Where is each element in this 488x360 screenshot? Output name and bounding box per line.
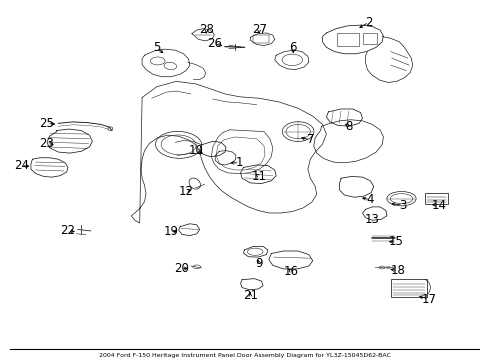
Text: 25: 25 (40, 117, 54, 130)
Text: 22: 22 (61, 224, 75, 238)
Text: 7: 7 (306, 133, 313, 146)
Text: 23: 23 (40, 137, 54, 150)
Bar (336, 33, 358, 45)
Text: 2004 Ford F-150 Heritage Instrument Panel Door Assembly Diagram for YL3Z-15045D6: 2004 Ford F-150 Heritage Instrument Pane… (99, 352, 389, 357)
Text: 17: 17 (421, 293, 435, 306)
Text: 4: 4 (366, 193, 373, 206)
Text: 1: 1 (235, 156, 243, 169)
Text: 6: 6 (289, 41, 296, 54)
Bar (390, 279, 427, 297)
Bar (253, 35, 268, 43)
Text: 21: 21 (243, 289, 257, 302)
Text: 5: 5 (153, 41, 160, 54)
Text: 14: 14 (431, 199, 446, 212)
Text: 27: 27 (251, 23, 266, 36)
Text: 11: 11 (251, 170, 266, 183)
Text: 15: 15 (387, 235, 402, 248)
Text: 12: 12 (178, 185, 193, 198)
Bar (424, 193, 447, 204)
Text: 28: 28 (199, 23, 213, 36)
Text: 24: 24 (14, 159, 29, 172)
Text: 16: 16 (283, 265, 298, 278)
Text: 26: 26 (206, 37, 222, 50)
Text: 20: 20 (173, 262, 188, 275)
Text: 18: 18 (390, 264, 405, 277)
Bar (362, 33, 376, 44)
Text: 19: 19 (163, 225, 179, 238)
Text: 9: 9 (255, 257, 263, 270)
Text: 13: 13 (364, 213, 379, 226)
Text: 3: 3 (399, 199, 406, 212)
Text: 2: 2 (365, 16, 372, 29)
Text: 10: 10 (188, 144, 203, 157)
Text: 8: 8 (345, 120, 352, 133)
